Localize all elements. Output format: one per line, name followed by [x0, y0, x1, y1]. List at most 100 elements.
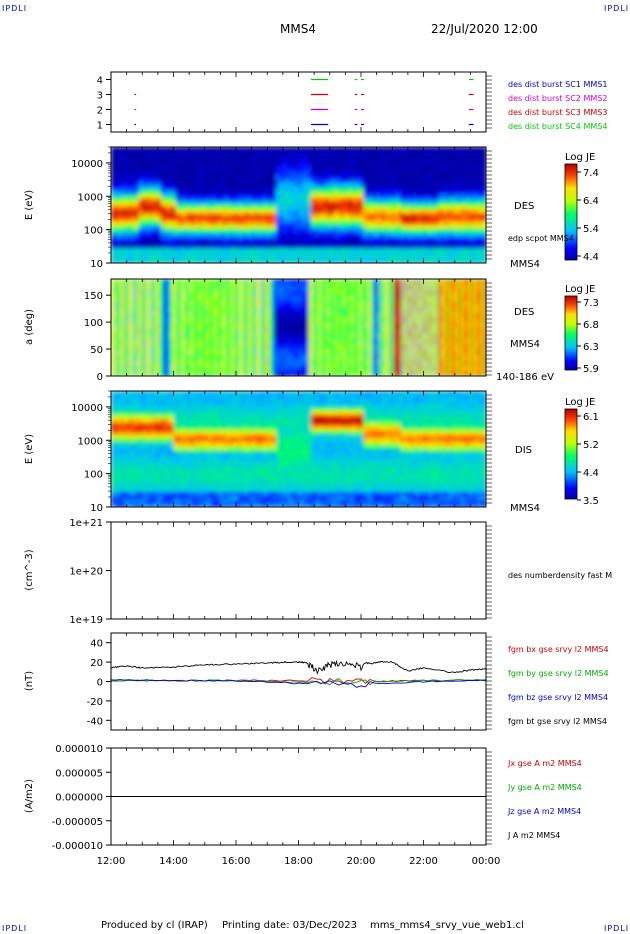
heatmap-cell	[331, 251, 335, 256]
heatmap-cell	[158, 197, 162, 202]
heatmap-cell	[371, 177, 375, 183]
heatmap-cell	[321, 150, 325, 156]
heatmap-cell	[381, 205, 385, 210]
heatmap-cell	[163, 338, 167, 345]
heatmap-cell	[386, 224, 390, 229]
heatmap-cell	[293, 197, 297, 202]
heatmap-cell	[323, 185, 327, 191]
heatmap-cell	[158, 239, 162, 245]
heatmap-cell	[111, 239, 115, 245]
heatmap-cell	[151, 354, 155, 361]
heatmap-cell	[251, 235, 255, 241]
heatmap-cell	[351, 197, 355, 202]
heatmap-cell	[166, 170, 170, 175]
heatmap-cell	[383, 158, 387, 164]
heatmap-cell	[356, 243, 360, 249]
heatmap-cell	[343, 170, 347, 175]
heatmap-cell	[118, 284, 122, 291]
heatmap-cell	[116, 338, 120, 345]
heatmap-cell	[353, 193, 357, 198]
heatmap-cell	[401, 232, 405, 237]
heatmap-cell	[131, 170, 135, 175]
heatmap-cell	[396, 208, 400, 214]
heatmap-cell	[213, 205, 217, 210]
heatmap-cell	[233, 174, 237, 179]
heatmap-cell	[388, 239, 392, 245]
heatmap-cell	[296, 174, 300, 179]
heatmap-cell	[228, 189, 232, 194]
heatmap-cell	[193, 239, 197, 245]
heatmap-cell	[416, 235, 420, 241]
heatmap-cell	[408, 154, 412, 160]
heatmap-cell	[476, 185, 480, 191]
heatmap-cell	[221, 170, 225, 175]
heatmap-cell	[146, 354, 150, 361]
heatmap-cell	[148, 162, 152, 167]
heatmap-cell	[356, 235, 360, 241]
heatmap-cell	[403, 158, 407, 164]
heatmap-cell	[178, 212, 182, 218]
heatmap-cell	[448, 154, 452, 160]
heatmap-cell	[236, 232, 240, 237]
heatmap-cell	[336, 239, 340, 245]
heatmap-cell	[151, 289, 155, 296]
heatmap-cell	[121, 251, 125, 256]
heatmap-cell	[458, 181, 462, 187]
heatmap-cell	[216, 197, 220, 202]
heatmap-cell	[261, 201, 265, 206]
heatmap-cell	[206, 166, 210, 171]
heatmap-cell	[111, 150, 115, 156]
heatmap-cell	[458, 239, 462, 245]
heatmap-cell	[121, 181, 125, 187]
heatmap-cell	[203, 154, 207, 160]
heatmap-cell	[453, 150, 457, 156]
heatmap-cell	[308, 158, 312, 164]
heatmap-cell	[341, 189, 345, 194]
heatmap-cell	[143, 343, 147, 350]
heatmap-cell	[403, 166, 407, 171]
heatmap-cell	[331, 216, 335, 222]
heatmap-cell	[343, 232, 347, 237]
heatmap-cell	[416, 208, 420, 214]
heatmap-cell	[461, 212, 465, 218]
heatmap-cell	[138, 216, 142, 222]
heatmap-cell	[191, 208, 195, 214]
heatmap-cell	[171, 228, 175, 233]
heatmap-cell	[171, 247, 175, 252]
heatmap-cell	[478, 201, 482, 206]
heatmap-cell	[373, 150, 377, 156]
heatmap-cell	[143, 154, 147, 160]
heatmap-cell	[403, 208, 407, 214]
heatmap-cell	[478, 193, 482, 198]
heatmap-cell	[373, 154, 377, 160]
heatmap-cell	[391, 239, 395, 245]
heatmap-cell	[366, 185, 370, 191]
heatmap-cell	[168, 185, 172, 191]
heatmap-cell	[158, 322, 162, 329]
heatmap-cell	[261, 212, 265, 218]
heatmap-cell	[293, 251, 297, 256]
heatmap-cell	[286, 154, 290, 160]
heatmap-cell	[261, 208, 265, 214]
heatmap-cell	[203, 212, 207, 218]
heatmap-cell	[116, 216, 120, 222]
heatmap-cell	[321, 235, 325, 241]
heatmap-cell	[253, 224, 257, 229]
heatmap-cell	[148, 354, 152, 361]
heatmap-cell	[198, 259, 202, 263]
heatmap-cell	[338, 259, 342, 263]
heatmap-cell	[198, 185, 202, 191]
heatmap-cell	[171, 208, 175, 214]
heatmap-cell	[333, 212, 337, 218]
heatmap-cell	[138, 359, 142, 366]
heatmap-cell	[311, 228, 315, 233]
heatmap-cell	[258, 193, 262, 198]
heatmap-cell	[181, 235, 185, 241]
heatmap-cell	[456, 170, 460, 175]
heatmap-cell	[363, 228, 367, 233]
heatmap-cell	[406, 170, 410, 175]
heatmap-cell	[141, 228, 145, 233]
heatmap-cell	[368, 158, 372, 164]
heatmap-cell	[321, 205, 325, 210]
